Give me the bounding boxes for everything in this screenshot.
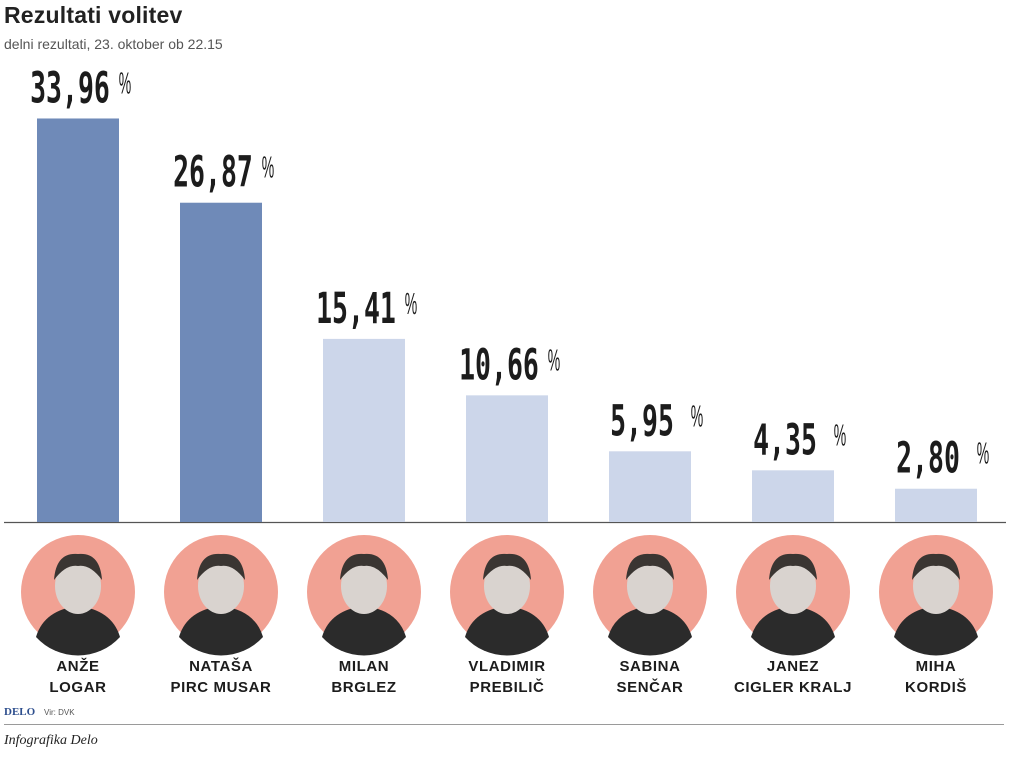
portrait-shoulders: [751, 606, 835, 656]
bar-value-label: 10,66: [459, 341, 539, 390]
footer-divider: [4, 724, 1004, 725]
portrait-hair: [626, 553, 674, 580]
portrait-head: [198, 558, 244, 614]
candidate-name-label: SENČAR: [617, 678, 684, 696]
candidate-name-label: PREBILIČ: [470, 678, 545, 696]
bar-value-label: 5,95: [610, 397, 674, 446]
bar: [609, 451, 691, 522]
percent-unit-label: %: [119, 66, 131, 101]
bar-value-label: 15,41: [316, 284, 396, 333]
candidate-name-label: MILAN: [339, 658, 390, 675]
percent-unit-label: %: [548, 343, 560, 378]
bar: [895, 488, 977, 522]
candidate-name-label: PIRC MUSAR: [170, 679, 271, 696]
candidate-name-label: ANŽE: [56, 657, 99, 675]
candidate-name-label: CIGLER KRALJ: [734, 679, 852, 696]
percent-unit-label: %: [691, 399, 703, 434]
bar: [180, 202, 262, 522]
portrait-hair: [483, 553, 531, 580]
source-note: Vir: DVK: [44, 708, 75, 717]
percent-unit-label: %: [834, 418, 846, 453]
candidate-name-label: VLADIMIR: [468, 658, 545, 675]
chart-title: Rezultati volitev: [4, 2, 183, 28]
candidate-name-label: NATAŠA: [189, 657, 253, 675]
percent-unit-label: %: [262, 151, 274, 186]
candidate-name-label: JANEZ: [767, 658, 819, 675]
percent-unit-label: %: [977, 437, 989, 472]
portrait-head: [913, 558, 959, 614]
bar-value-label: 2,80: [896, 434, 960, 483]
portrait-hair: [912, 553, 960, 580]
portrait-head: [627, 558, 673, 614]
bar-value-label: 26,87: [173, 148, 253, 197]
portrait-hair: [197, 553, 245, 580]
portrait-shoulders: [36, 606, 120, 656]
portrait-head: [770, 558, 816, 614]
portrait-shoulders: [608, 606, 692, 656]
chart-subtitle: delni rezultati, 23. oktober ob 22.15: [4, 36, 223, 52]
percent-unit-label: %: [405, 287, 417, 322]
portrait-head: [341, 558, 387, 614]
portrait-head: [484, 558, 530, 614]
portrait-hair: [769, 553, 817, 580]
bar-value-label: 4,35: [753, 416, 817, 465]
portrait-hair: [54, 553, 102, 580]
bar-chart: 33,96 % ANŽE LOGAR 26,87 % NATAŠA PIRC MUSAR 15,…: [4, 64, 1006, 696]
bar: [466, 395, 548, 522]
infographic-credit: Infografika Delo: [4, 733, 98, 748]
candidate-name-label: SABINA: [619, 658, 680, 675]
candidate-name-label: LOGAR: [49, 679, 106, 696]
portrait-hair: [340, 553, 388, 580]
portrait-shoulders: [465, 606, 549, 656]
delo-logo: DELO: [4, 706, 36, 718]
bar: [323, 338, 405, 522]
portrait-shoulders: [894, 606, 978, 656]
bar: [752, 470, 834, 522]
portrait-shoulders: [179, 606, 263, 656]
portrait-shoulders: [322, 606, 406, 656]
portrait-head: [55, 558, 101, 614]
candidate-name-label: BRGLEZ: [331, 679, 396, 696]
bar-value-label: 33,96: [30, 64, 110, 113]
bar: [37, 118, 119, 523]
candidate-name-label: KORDIŠ: [905, 678, 967, 696]
candidate-name-label: MIHA: [916, 658, 957, 675]
